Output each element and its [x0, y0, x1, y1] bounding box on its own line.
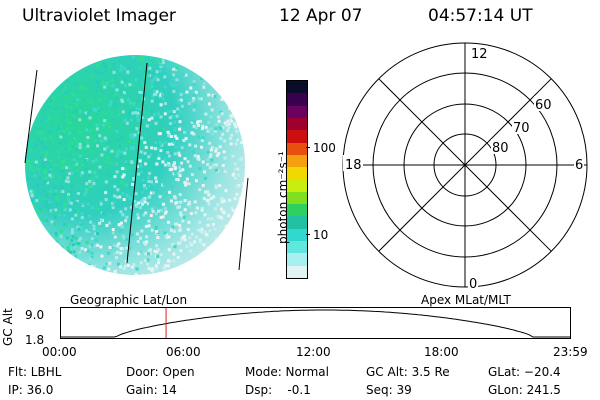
- info-ip: IP: 36.0: [8, 383, 54, 397]
- timeline-xtick-1: 06:00: [166, 345, 201, 359]
- info-door: Door: Open: [126, 365, 195, 379]
- colorbar-tick-10: [306, 234, 310, 235]
- polar-grid-plot: 12 18 6 0 60 70 80: [342, 42, 588, 292]
- colorbar-segment: [287, 93, 307, 106]
- info-filter: Flt: LBHL: [8, 365, 62, 379]
- colorbar-tick-label-10: 10: [313, 228, 329, 242]
- auroral-image-panel: [24, 55, 249, 275]
- colorbar-segment: [287, 105, 307, 118]
- timeline-plot: [60, 307, 571, 339]
- mlat-label-60: 60: [535, 98, 552, 113]
- timeline-right-title: Apex MLat/MLT: [421, 293, 511, 307]
- colorbar-segment: [287, 142, 307, 155]
- timeline-left-title: Geographic Lat/Lon: [70, 293, 188, 307]
- timeline-ytick-min: 1.8: [25, 333, 45, 347]
- limb-marker-left: [24, 69, 38, 164]
- info-glat: GLat: −20.4: [488, 365, 561, 379]
- timeline-xtick-0: 00:00: [42, 345, 77, 359]
- timeline-xtick-3: 18:00: [424, 345, 459, 359]
- colorbar-segment: [287, 228, 307, 242]
- instrument-title: Ultraviolet Imager: [22, 6, 176, 26]
- date-label: 12 Apr 07: [279, 6, 363, 26]
- mlt-line-9-21: [378, 78, 552, 252]
- colorbar-segment: [287, 241, 307, 254]
- colorbar-segment: [287, 204, 307, 217]
- colorbar-segment: [287, 191, 307, 205]
- colorbar-segment: [287, 117, 307, 131]
- info-glon: GLon: 241.5: [488, 383, 561, 397]
- mlt-label-6: 6: [575, 158, 583, 173]
- timeline-xtick-4: 23:59: [553, 345, 588, 359]
- color-scale-bar: [286, 80, 308, 279]
- mlt-label-18: 18: [345, 158, 362, 173]
- colorbar-segment: [287, 167, 307, 180]
- time-label: 04:57:14 UT: [428, 6, 533, 26]
- info-seq: Seq: 39: [366, 383, 412, 397]
- info-mode: Mode: Normal: [245, 365, 329, 379]
- colorbar-segment: [287, 265, 307, 278]
- terminator-line: [126, 62, 148, 264]
- colorbar-segment: [287, 216, 307, 229]
- mlt-label-12: 12: [471, 47, 488, 62]
- colorbar-tick-100: [306, 147, 310, 148]
- colorbar-unit-label: photon cm⁻²s⁻¹: [276, 151, 290, 244]
- limb-marker-right: [238, 177, 249, 271]
- auroral-image-disk: [25, 55, 245, 275]
- mlt-label-0: 0: [469, 277, 477, 292]
- orbit-altitude-curve: [61, 309, 571, 338]
- mlat-label-80: 80: [492, 141, 509, 156]
- timeline-ytick-max: 9.0: [25, 308, 45, 322]
- info-gain: Gain: 14: [126, 383, 177, 397]
- info-gc-alt: GC Alt: 3.5 Re: [366, 365, 450, 379]
- colorbar-tick-label-100: 100: [313, 141, 336, 155]
- timeline-frame: [60, 307, 571, 339]
- timeline-xtick-2: 12:00: [296, 345, 331, 359]
- colorbar-segment: [287, 130, 307, 143]
- colorbar-segment: [287, 81, 307, 94]
- info-dsp: Dsp: -0.1: [245, 383, 311, 397]
- colorbar-segment: [287, 253, 307, 266]
- colorbar-segment: [287, 154, 307, 168]
- colorbar-segment: [287, 179, 307, 192]
- mlat-label-70: 70: [513, 121, 530, 136]
- timeline-ylabel: GC Alt: [1, 308, 15, 346]
